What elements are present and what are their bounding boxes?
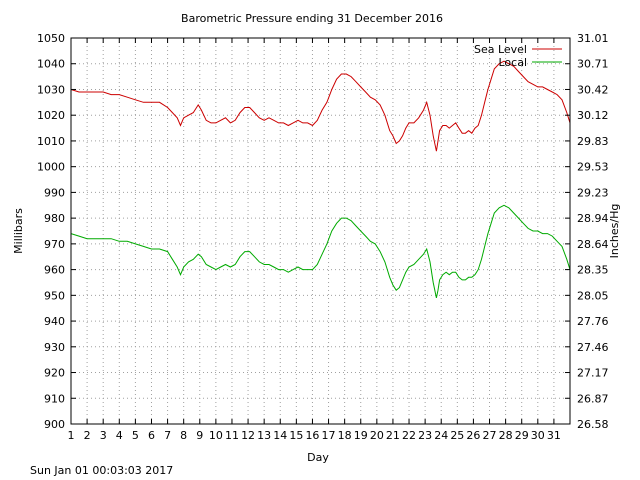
- y-tick-label: 1030: [37, 83, 65, 96]
- x-tick-label: 8: [180, 429, 187, 442]
- y-tick-label: 920: [44, 367, 65, 380]
- series-group: [70, 60, 571, 299]
- y2-tick-label: 29.53: [577, 161, 609, 174]
- y-tick-label: 1000: [37, 161, 65, 174]
- y-tick-label: 1040: [37, 58, 65, 71]
- x-tick-label: 23: [418, 429, 432, 442]
- y2-tick-label: 29.83: [577, 135, 609, 148]
- x-tick-label: 28: [499, 429, 513, 442]
- x-tick-label: 21: [386, 429, 400, 442]
- y2-axis-label: Inches/Hg: [608, 204, 621, 259]
- y-tick-label: 980: [44, 212, 65, 225]
- x-axis-label: Day: [307, 451, 329, 464]
- x-axis: 1 2 3 4 5 6 7 8 9 10 11 12 13 14 15 16 17 18 19 20 21 22 23 24 2…: [68, 38, 561, 442]
- y-tick-label: 1010: [37, 135, 65, 148]
- y2-tick-label: 26.58: [577, 418, 609, 431]
- y2-tick-label: 28.64: [577, 238, 609, 251]
- x-tick-label: 7: [164, 429, 171, 442]
- x-tick-label: 25: [450, 429, 464, 442]
- y2-tick-label: 29.23: [577, 186, 609, 199]
- x-tick-label: 12: [241, 429, 255, 442]
- legend-label: Sea Level: [474, 43, 527, 56]
- x-tick-label: 10: [209, 429, 223, 442]
- x-tick-label: 3: [100, 429, 107, 442]
- y2-tick-label: 30.71: [577, 58, 609, 71]
- x-tick-label: 18: [338, 429, 352, 442]
- x-tick-label: 4: [116, 429, 123, 442]
- y2-tick-label: 26.87: [577, 392, 609, 405]
- plot-frame: [70, 37, 571, 425]
- y2-tick-label: 30.42: [577, 83, 609, 96]
- x-tick-label: 11: [225, 429, 239, 442]
- x-tick-label: 31: [547, 429, 561, 442]
- x-tick-label: 9: [196, 429, 203, 442]
- x-tick-label: 16: [305, 429, 319, 442]
- x-tick-label: 13: [257, 429, 271, 442]
- y2-tick-label: 27.46: [577, 341, 609, 354]
- y-tick-label: 990: [44, 186, 65, 199]
- x-tick-label: 30: [531, 429, 545, 442]
- y-tick-label: 930: [44, 341, 65, 354]
- y-tick-label: 940: [44, 315, 65, 328]
- x-tick-label: 27: [483, 429, 497, 442]
- y2-tick-label: 31.01: [577, 32, 609, 45]
- x-tick-label: 20: [370, 429, 384, 442]
- y-axis-right: 26.58 26.87 27.17 27.46 27.76 28.05 28.35 28.64…: [565, 32, 609, 431]
- y-axis-left: 900 910 920 930 940 950 960 970 980 990 1000 1010 10…: [37, 32, 76, 431]
- x-tick-label: 24: [434, 429, 448, 442]
- y-tick-label: 1050: [37, 32, 65, 45]
- x-tick-label: 29: [515, 429, 529, 442]
- y-axis-label: Millibars: [12, 208, 25, 254]
- y2-tick-label: 30.12: [577, 109, 609, 122]
- x-tick-label: 22: [402, 429, 416, 442]
- y2-tick-label: 28.05: [577, 289, 609, 302]
- footer-timestamp: Sun Jan 01 00:03:03 2017: [30, 464, 173, 477]
- legend-label: Local: [498, 56, 527, 69]
- grid-lines: [71, 38, 570, 424]
- x-tick-label: 19: [354, 429, 368, 442]
- x-tick-label: 6: [148, 429, 155, 442]
- x-tick-label: 15: [289, 429, 303, 442]
- y2-tick-label: 27.76: [577, 315, 609, 328]
- y-tick-label: 910: [44, 392, 65, 405]
- series-line-local: [70, 204, 571, 299]
- x-tick-label: 14: [273, 429, 287, 442]
- y-tick-label: 900: [44, 418, 65, 431]
- y-tick-label: 1020: [37, 109, 65, 122]
- chart-title: Barometric Pressure ending 31 December 2…: [181, 12, 443, 25]
- y-tick-label: 950: [44, 289, 65, 302]
- y2-tick-label: 27.17: [577, 367, 609, 380]
- y-tick-label: 960: [44, 264, 65, 277]
- series-line-sea-level: [70, 60, 571, 152]
- y-tick-label: 970: [44, 238, 65, 251]
- x-tick-label: 17: [322, 429, 336, 442]
- x-tick-label: 26: [466, 429, 480, 442]
- x-tick-label: 1: [68, 429, 75, 442]
- x-tick-label: 5: [132, 429, 139, 442]
- y2-tick-label: 28.94: [577, 212, 609, 225]
- y2-tick-label: 28.35: [577, 264, 609, 277]
- x-tick-label: 2: [84, 429, 91, 442]
